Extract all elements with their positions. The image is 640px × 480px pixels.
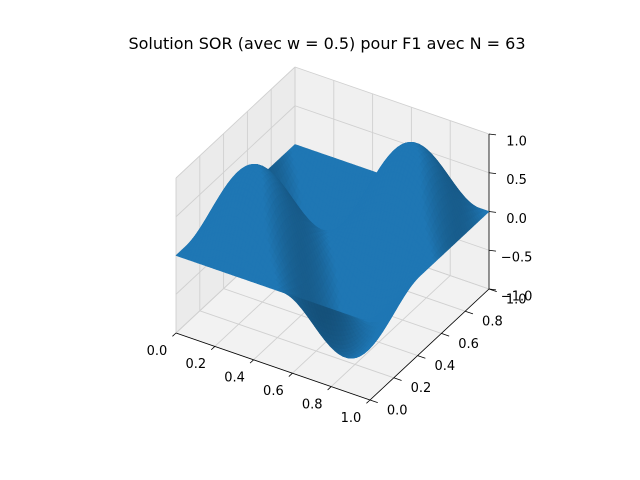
z-tick-mark bbox=[488, 172, 497, 175]
grid-line-z bbox=[175, 66, 296, 179]
y-tick-label: 0.6 bbox=[458, 337, 479, 352]
z-tick-label: 0.0 bbox=[506, 212, 527, 227]
x-tick-mark bbox=[327, 386, 332, 391]
z-tick-label: −0.5 bbox=[501, 251, 533, 266]
z-tick-label: 1.0 bbox=[506, 135, 527, 150]
x-axis-line bbox=[175, 332, 371, 401]
z-tick-label: −1.0 bbox=[501, 290, 533, 305]
y-axis-line bbox=[369, 288, 490, 401]
y-tick-label: 0.8 bbox=[482, 315, 503, 330]
x-tick-label: 0.6 bbox=[263, 384, 284, 399]
surface-face bbox=[366, 320, 373, 323]
x-tick-mark bbox=[366, 399, 371, 404]
grid-line-y bbox=[199, 310, 394, 379]
x-tick-label: 0.0 bbox=[147, 344, 168, 359]
y-tick-label: 0.4 bbox=[434, 359, 455, 374]
grid-line-x bbox=[330, 275, 451, 387]
y-tick-label: 0.2 bbox=[411, 381, 432, 396]
y-tick-label: 1.0 bbox=[506, 292, 527, 307]
y-tick-mark bbox=[465, 310, 474, 315]
x-tick-mark bbox=[172, 332, 177, 337]
surface-plot bbox=[175, 141, 490, 359]
tick-labels: 0.00.20.40.60.81.0 0.00.20.40.60.81.0−1.0… bbox=[147, 135, 533, 426]
z-tick-mark bbox=[488, 288, 497, 291]
y-tick-label: 0.0 bbox=[387, 403, 408, 418]
grid-line-z bbox=[175, 105, 296, 218]
x-tick-label: 1.0 bbox=[341, 411, 362, 426]
x-tick-mark bbox=[288, 372, 293, 377]
y-tick-mark bbox=[369, 399, 378, 404]
y-tick-mark bbox=[417, 355, 426, 359]
z-tick-mark bbox=[488, 249, 497, 252]
x-tick-label: 0.8 bbox=[302, 397, 323, 412]
tick-marks bbox=[172, 133, 497, 404]
z-tick-label: 0.5 bbox=[506, 173, 527, 188]
x-tick-label: 0.4 bbox=[224, 371, 245, 386]
x-tick-mark bbox=[210, 346, 216, 351]
y-tick-mark bbox=[393, 377, 402, 381]
z-tick-mark bbox=[488, 211, 497, 213]
z-tick-mark bbox=[488, 133, 497, 136]
grid-line-z bbox=[294, 105, 490, 174]
y-tick-mark bbox=[441, 333, 450, 337]
x-tick-mark bbox=[249, 359, 254, 364]
chart-title: Solution SOR (avec w = 0.5) pour F1 avec… bbox=[128, 34, 525, 53]
grid-line-z bbox=[294, 66, 490, 135]
x-tick-label: 0.2 bbox=[185, 357, 206, 372]
